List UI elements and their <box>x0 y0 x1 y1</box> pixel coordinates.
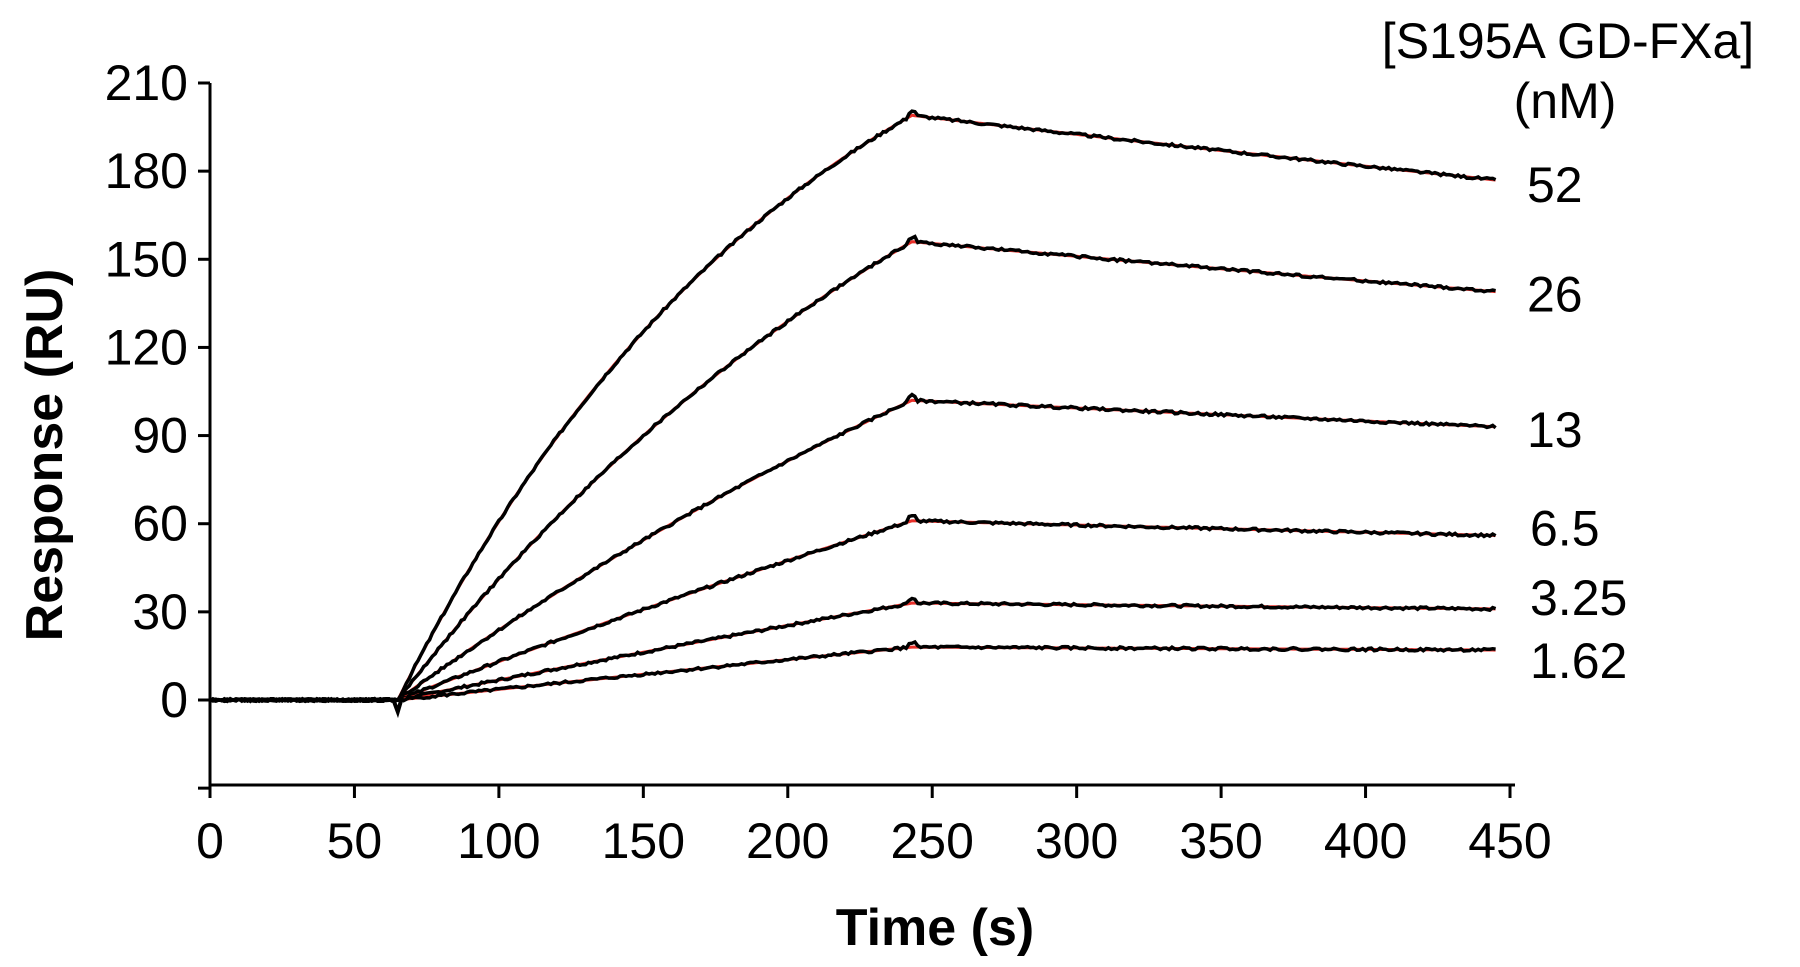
x-tick-label: 400 <box>1324 813 1407 869</box>
y-tick-label: 150 <box>105 231 188 287</box>
series-label: 52 <box>1527 157 1583 213</box>
fit-line <box>397 645 1496 702</box>
y-tick-label: 30 <box>132 584 188 640</box>
y-tick-label: 180 <box>105 143 188 199</box>
legend-title-line-2: (nM) <box>1514 73 1617 129</box>
series-label: 1.62 <box>1530 633 1627 689</box>
series-line <box>209 639 1496 704</box>
series-line <box>209 596 1497 704</box>
y-tick-label: 60 <box>132 496 188 552</box>
x-tick-label: 350 <box>1179 813 1262 869</box>
legend-title-line-1: [S195A GD-FXa] <box>1382 13 1754 69</box>
y-ticks: 0 30 60 90 120 150 180 210 <box>105 55 210 790</box>
series-line <box>209 513 1497 704</box>
y-axis-title: Response (RU) <box>16 269 74 642</box>
x-tick-label: 450 <box>1468 813 1551 869</box>
fit-line <box>396 240 1496 701</box>
series-label: 13 <box>1527 402 1583 458</box>
y-tick-label: 0 <box>160 672 188 728</box>
series-line <box>209 109 1497 704</box>
x-tick-label: 50 <box>327 813 383 869</box>
series-labels: 52 26 13 6.5 3.25 1.62 <box>1527 157 1627 689</box>
series-line <box>209 234 1496 704</box>
x-tick-label: 250 <box>891 813 974 869</box>
y-tick-label: 120 <box>105 319 188 375</box>
x-tick-label: 150 <box>602 813 685 869</box>
x-tick-label: 100 <box>457 813 540 869</box>
x-ticks: 0 50 100 150 200 250 300 350 400 450 <box>196 785 1552 869</box>
fit-line <box>397 519 1496 702</box>
fit-line <box>396 113 1496 701</box>
x-tick-label: 300 <box>1035 813 1118 869</box>
x-tick-label: 200 <box>746 813 829 869</box>
fit-line <box>396 398 1496 702</box>
series-label: 3.25 <box>1530 570 1627 626</box>
y-tick-label: 90 <box>132 408 188 464</box>
injection-artifact <box>391 696 405 719</box>
axes <box>208 83 1515 787</box>
x-axis-title: Time (s) <box>836 899 1034 957</box>
series-line <box>209 392 1497 704</box>
series-label: 26 <box>1527 267 1583 323</box>
fit-line <box>397 601 1496 702</box>
series-label: 6.5 <box>1530 500 1600 556</box>
y-tick-label: 210 <box>105 55 188 111</box>
x-tick-label: 0 <box>196 813 224 869</box>
series-layer <box>209 109 1497 719</box>
